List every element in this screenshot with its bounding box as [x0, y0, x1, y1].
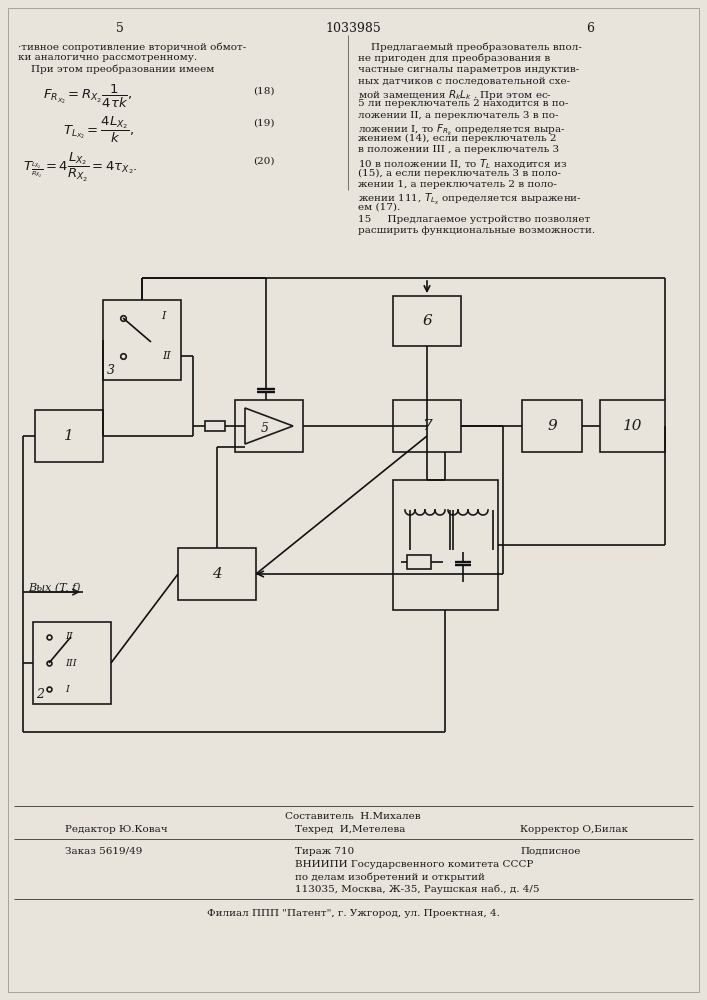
Bar: [407, 555, 431, 569]
Text: (15), а если переключатель 3 в поло-: (15), а если переключатель 3 в поло-: [358, 168, 561, 178]
Text: не пригоден для преобразования в: не пригоден для преобразования в: [358, 53, 550, 63]
Text: 5 ли переключатель 2 находится в по-: 5 ли переключатель 2 находится в по-: [358, 100, 568, 108]
Text: частные сигналы параметров индуктив-: частные сигналы параметров индуктив-: [358, 65, 579, 74]
Text: $F_{R_{X_2}} = R_{X_2}\dfrac{1}{4\tau k},$: $F_{R_{X_2}} = R_{X_2}\dfrac{1}{4\tau k}…: [43, 83, 132, 110]
Text: жении 1, а переключатель 2 в поло-: жении 1, а переключатель 2 в поло-: [358, 180, 557, 189]
Text: жении 111, $T_{L_x}$ определяется выражени-: жении 111, $T_{L_x}$ определяется выраже…: [358, 192, 582, 207]
Text: Редактор Ю.Ковач: Редактор Ю.Ковач: [65, 825, 168, 834]
Bar: [33, 622, 111, 704]
Text: Филиал ППП "Патент", г. Ужгород, ул. Проектная, 4.: Филиал ППП "Патент", г. Ужгород, ул. Про…: [206, 909, 499, 918]
Text: Корректор О,Билак: Корректор О,Билак: [520, 825, 628, 834]
Text: 4: 4: [212, 567, 222, 581]
Text: $T_{\frac{L_{X_2}}{R_{X_2}}} = 4\dfrac{L_{X_2}}{R_{X_2}} = 4\tau_{X_2}.$: $T_{\frac{L_{X_2}}{R_{X_2}}} = 4\dfrac{L…: [23, 150, 138, 184]
Text: 6: 6: [422, 314, 432, 328]
Text: 7: 7: [422, 419, 432, 433]
Bar: [600, 400, 665, 452]
Bar: [393, 400, 461, 452]
Text: ем (17).: ем (17).: [358, 203, 400, 212]
Text: расширить функциональные возможности.: расширить функциональные возможности.: [358, 226, 595, 235]
Text: $T_{L_{X_2}} = \dfrac{4L_{X_2}}{k},$: $T_{L_{X_2}} = \dfrac{4L_{X_2}}{k},$: [63, 114, 134, 145]
Text: При этом преобразовании имеем: При этом преобразовании имеем: [18, 65, 214, 75]
Text: III: III: [65, 658, 76, 668]
Text: Предлагаемый преобразователь впол-: Предлагаемый преобразователь впол-: [358, 42, 582, 51]
Text: ложении II, а переключатель 3 в по-: ложении II, а переключатель 3 в по-: [358, 111, 559, 120]
Text: (20): (20): [253, 156, 274, 165]
Text: 5: 5: [116, 22, 124, 35]
Bar: [393, 296, 461, 346]
Text: Тираж 710: Тираж 710: [295, 847, 354, 856]
Bar: [205, 421, 225, 431]
Text: Составитель  Н.Михалев: Составитель Н.Михалев: [285, 812, 421, 821]
Text: 10 в положении II, то $T_L$ находится из: 10 в положении II, то $T_L$ находится из: [358, 157, 567, 171]
Text: Вых (T, f): Вых (T, f): [28, 582, 81, 593]
Bar: [178, 548, 256, 600]
Text: мой замещения $R_k L_k$ . При этом ес-: мой замещения $R_k L_k$ . При этом ес-: [358, 88, 552, 102]
Text: ·тивное сопротивление вторичной обмот-: ·тивное сопротивление вторичной обмот-: [18, 42, 246, 51]
Text: жением (14), если переключатель 2: жением (14), если переключатель 2: [358, 134, 556, 143]
Bar: [103, 300, 181, 380]
Text: по делам изобретений и открытий: по делам изобретений и открытий: [295, 872, 485, 882]
Text: 15     Предлагаемое устройство позволяет: 15 Предлагаемое устройство позволяет: [358, 215, 590, 224]
Text: 2: 2: [36, 688, 44, 702]
Text: ки аналогично рассмотренному.: ки аналогично рассмотренному.: [18, 53, 197, 62]
Text: I: I: [160, 311, 165, 321]
Text: II: II: [65, 632, 73, 641]
Text: 10: 10: [623, 419, 642, 433]
Bar: [35, 410, 103, 462]
Text: 6: 6: [586, 22, 594, 35]
Text: ВНИИПИ Государсвенного комитета СССР: ВНИИПИ Государсвенного комитета СССР: [295, 860, 533, 869]
Text: II: II: [163, 351, 171, 361]
Text: I: I: [65, 685, 69, 694]
Text: 5: 5: [261, 422, 269, 434]
Bar: [522, 400, 582, 452]
Text: 3: 3: [107, 363, 115, 376]
Text: Подписное: Подписное: [520, 847, 580, 856]
Text: (18): (18): [253, 87, 274, 96]
Text: 1: 1: [64, 429, 74, 443]
Bar: [235, 400, 303, 452]
Text: 9: 9: [547, 419, 557, 433]
Text: 113035, Москва, Ж-35, Раушская наб., д. 4/5: 113035, Москва, Ж-35, Раушская наб., д. …: [295, 884, 539, 894]
Text: Техред  И,Метелева: Техред И,Метелева: [295, 825, 405, 834]
Text: ложении I, то $F_{R_k}$ определяется выра-: ложении I, то $F_{R_k}$ определяется выр…: [358, 122, 566, 138]
Text: в положении III , а переключатель 3: в положении III , а переключатель 3: [358, 145, 559, 154]
Text: 1033985: 1033985: [325, 22, 381, 35]
Text: (19): (19): [253, 118, 274, 127]
Text: Заказ 5619/49: Заказ 5619/49: [65, 847, 142, 856]
Bar: [393, 480, 498, 610]
Text: ных датчиков с последовательной схе-: ных датчиков с последовательной схе-: [358, 77, 570, 86]
